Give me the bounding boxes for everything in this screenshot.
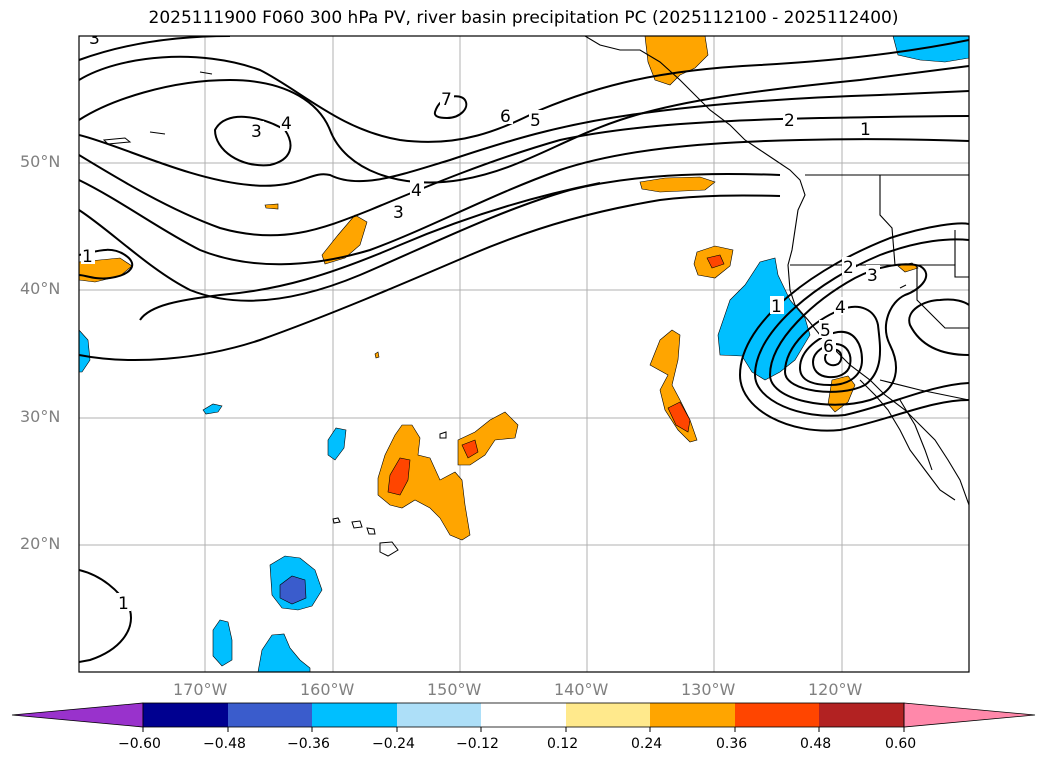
pv-contour-closed-3	[213, 115, 292, 167]
contour-label: 3	[393, 203, 404, 223]
plot-area: 7 6 5 4 3 4 3 2 1 1 2 3 4 5	[79, 29, 969, 672]
precip-shading	[79, 36, 969, 672]
colorbar-swatch	[312, 703, 397, 727]
colorbar-tick-label: 0.60	[885, 736, 917, 752]
contour-label: 1	[118, 594, 129, 614]
pv-ring-4	[783, 305, 881, 393]
colorbar-tick-label: 0.24	[631, 736, 663, 752]
lon-label: 150°W	[427, 680, 482, 699]
pv-contour-2	[79, 90, 969, 187]
pv-contours	[79, 36, 969, 663]
contour-label: 1	[771, 297, 782, 317]
plot-frame	[78, 35, 970, 673]
colorbar-swatch	[735, 703, 819, 727]
colorbar-swatch	[650, 703, 735, 727]
contour-label: 4	[835, 298, 846, 318]
lon-label: 140°W	[554, 680, 609, 699]
precip-patch-158w	[321, 214, 368, 265]
lon-label: 160°W	[300, 680, 355, 699]
contour-label: 3	[251, 122, 262, 142]
colorbar-tick-label: −0.24	[372, 736, 415, 752]
colorbar-tick-label: 0.12	[547, 736, 579, 752]
colorbar-swatch	[228, 703, 312, 727]
pv-contour-3	[79, 115, 969, 237]
pv-ring-1	[739, 222, 969, 432]
colorbar-swatch	[143, 703, 228, 727]
colorbar-tick-label: 0.48	[800, 736, 832, 752]
colorbar-tick-label: −0.12	[456, 736, 499, 752]
precip-patch-hawaii-west	[377, 424, 471, 541]
precip-patch-west-blue	[79, 329, 91, 373]
contour-label: 3	[89, 29, 100, 49]
colorbar-swatch	[819, 703, 904, 727]
colorbar-extend-right	[903, 702, 1036, 728]
precip-patch-blue-165w	[327, 427, 347, 461]
pv-ring-3	[768, 263, 928, 406]
gridlines	[79, 36, 969, 672]
contour-label: 3	[867, 266, 878, 286]
precip-patch-alaska	[644, 36, 709, 86]
contour-label: 6	[500, 107, 511, 127]
precip-patch-blue-168w	[212, 619, 233, 667]
pv-contour-6	[79, 194, 781, 361]
lat-label: 20°N	[20, 534, 61, 553]
lon-label: 170°W	[173, 680, 228, 699]
pv-contour-se	[908, 298, 969, 356]
pv-ring-2	[754, 238, 969, 417]
colorbar	[11, 702, 1036, 732]
contour-label: 1	[82, 247, 93, 267]
precip-patch-47n	[639, 176, 716, 193]
contour-label: 2	[784, 111, 795, 131]
contour-labels: 7 6 5 4 3 4 3 2 1 1 2 3 4 5	[81, 29, 880, 614]
colorbar-swatch	[481, 703, 566, 727]
colorbar-tick-label: −0.60	[118, 736, 161, 752]
contour-label: 5	[530, 111, 541, 131]
lon-label: 120°W	[808, 680, 863, 699]
pv-contour-5	[79, 172, 781, 302]
colorbar-extend-left	[11, 702, 144, 728]
contour-label: 5	[820, 321, 831, 341]
pv-contour-north-b	[79, 39, 969, 143]
pv-contour-1	[79, 65, 969, 184]
colorbar-tick-label: −0.36	[287, 736, 330, 752]
colorbar-tick-label: −0.48	[203, 736, 246, 752]
colorbar-swatch	[397, 703, 481, 727]
lat-label: 30°N	[20, 407, 61, 426]
colorbar-swatch	[566, 703, 650, 727]
precip-patch-ne-blue	[892, 36, 969, 63]
contour-label: 6	[823, 337, 834, 357]
contour-label: 1	[860, 120, 871, 140]
contour-label: 4	[281, 114, 292, 134]
lat-label: 50°N	[20, 152, 61, 171]
contour-label: 4	[411, 181, 422, 201]
lat-label: 40°N	[20, 279, 61, 298]
contour-label: 7	[441, 90, 452, 110]
pv-contour-west-1	[79, 248, 134, 280]
colorbar-tick-label: 0.36	[716, 736, 748, 752]
pv-contour-4	[79, 138, 969, 266]
pv-contour-low-w	[139, 182, 601, 321]
precip-patch-blue-162w	[257, 633, 311, 672]
contour-label: 2	[843, 258, 854, 278]
lon-label: 130°W	[681, 680, 736, 699]
map-title: 2025111900 F060 300 hPa PV, river basin …	[148, 8, 899, 28]
